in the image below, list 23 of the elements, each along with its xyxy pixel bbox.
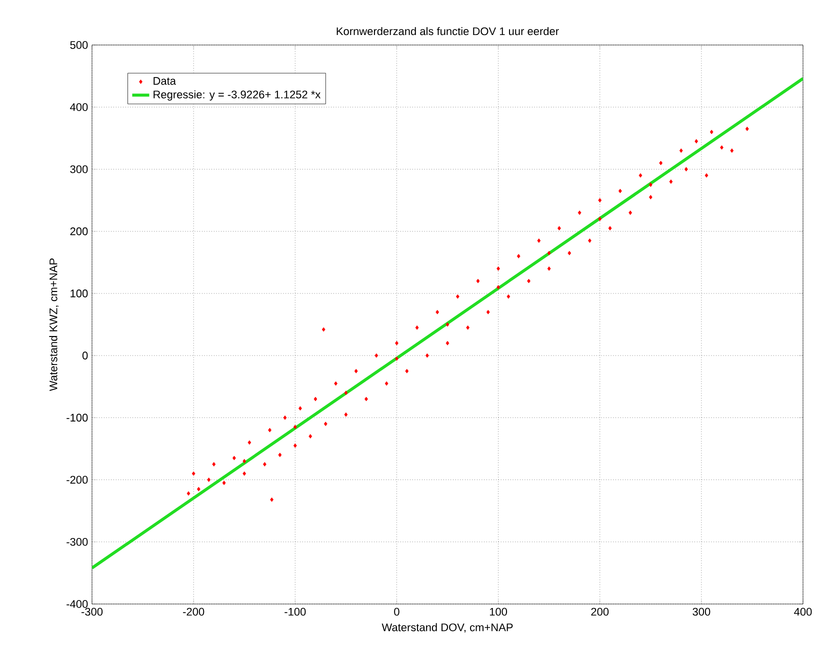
y-tick-label: 0 xyxy=(82,352,88,360)
x-tick-label: 400 xyxy=(794,608,812,616)
y-tick-label: 400 xyxy=(70,103,88,112)
y-tick-label: -100 xyxy=(66,414,88,422)
y-tick-label: -300 xyxy=(66,538,88,546)
x-tick-label: -200 xyxy=(183,608,204,616)
y-tick-label: 100 xyxy=(70,290,88,298)
x-axis-title: Waterstand DOV, cm+NAP xyxy=(382,623,513,633)
y-tick-label: -200 xyxy=(66,476,88,484)
legend-label: Regressie: y = -3.9226+ 1.1252 *x xyxy=(154,90,321,101)
legend-label: Data xyxy=(154,77,176,85)
y-tick-label: 200 xyxy=(70,227,88,236)
y-axis-title: Waterstand KWZ, cm+NAP xyxy=(49,258,59,392)
x-tick-label: 100 xyxy=(490,608,508,616)
x-tick-label: 300 xyxy=(692,608,710,616)
y-tick-label: -400 xyxy=(66,600,88,608)
x-tick-label: -300 xyxy=(81,608,103,616)
y-tick-label: 500 xyxy=(70,41,88,49)
x-tick-label: 0 xyxy=(394,608,400,616)
x-tick-label: 200 xyxy=(591,608,609,616)
y-tick-label: 300 xyxy=(70,165,88,174)
chart-title: Kornwerderzand als functie DOV 1 uur eerder xyxy=(336,27,559,36)
x-tick-label: -100 xyxy=(284,608,306,616)
